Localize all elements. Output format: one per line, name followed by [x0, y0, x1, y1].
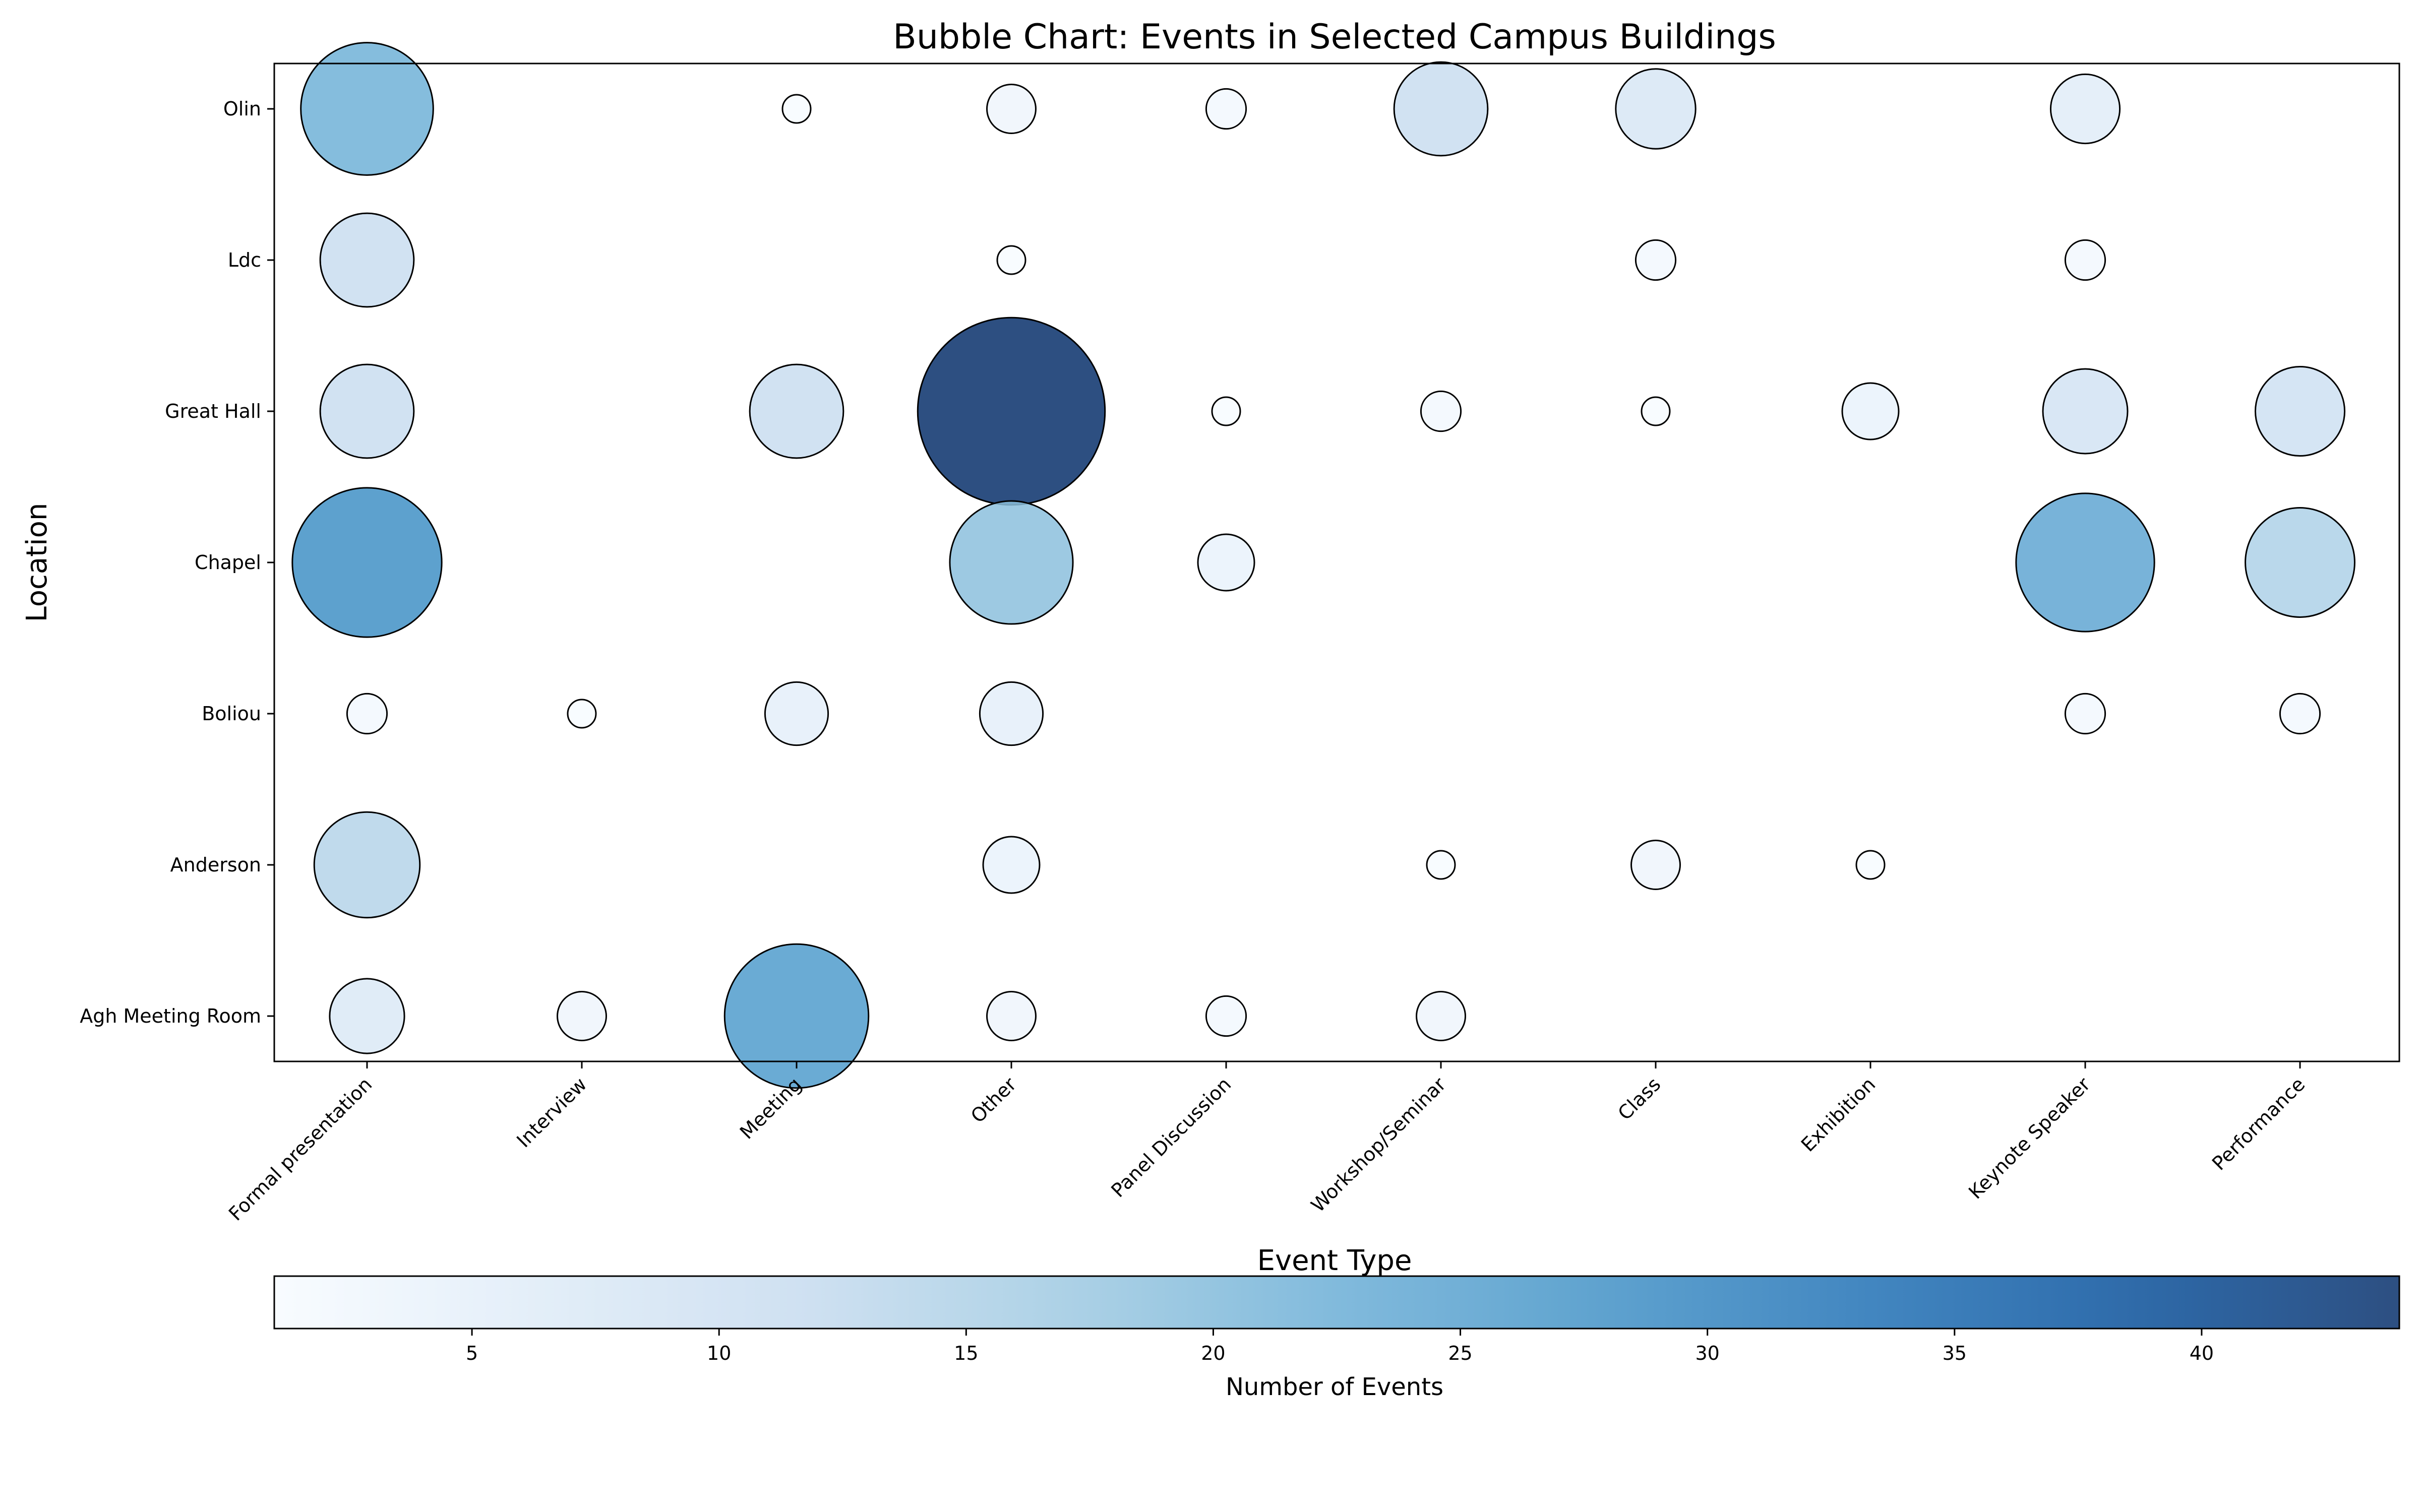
bubble-great-hall-other [917, 317, 1106, 506]
bubble-great-hall-meeting [749, 363, 844, 459]
bubble-ldc-class [1635, 239, 1677, 281]
bubble-olin-formal-presentation [300, 42, 434, 176]
bubble-anderson-formal-presentation [313, 811, 421, 919]
bubble-great-hall-keynote-speaker [2042, 368, 2129, 455]
bubble-layer [291, 42, 2355, 1089]
bubble-boliou-interview [567, 699, 597, 729]
y-tick-label: Great Hall [165, 400, 261, 422]
colorbar-tick-label: 40 [2190, 1342, 2214, 1364]
bubble-boliou-other [979, 681, 1044, 746]
bubble-chapel-formal-presentation [291, 487, 443, 638]
bubble-boliou-formal-presentation [346, 692, 388, 735]
colorbar-tick-label: 20 [1201, 1342, 1225, 1364]
bubble-agh-meeting-room-formal-presentation [329, 978, 405, 1054]
bubble-agh-meeting-room-panel-discussion [1205, 995, 1247, 1037]
bubble-chapel-panel-discussion [1197, 533, 1255, 592]
bubble-ldc-other [996, 245, 1026, 275]
x-axis-label: Event Type [1257, 1244, 1412, 1277]
colorbar-axis: 5 10 15 20 25 30 35 40 [466, 1329, 2214, 1364]
bubble-chapel-performance [2245, 507, 2355, 618]
colorbar-label: Number of Events [1226, 1373, 1443, 1401]
bubble-olin-other [986, 84, 1037, 134]
bubble-agh-meeting-room-workshop-seminar [1416, 991, 1466, 1041]
colorbar-tick-label: 5 [466, 1342, 478, 1364]
bubble-boliou-meeting [764, 681, 829, 746]
bubble-agh-meeting-room-interview [557, 991, 607, 1041]
bubble-ldc-keynote-speaker [2064, 239, 2106, 281]
colorbar-tick-label: 25 [1448, 1342, 1472, 1364]
bubble-boliou-performance [2279, 692, 2321, 735]
bubble-great-hall-workshop-seminar [1420, 390, 1462, 432]
y-tick-label: Boliou [202, 703, 261, 725]
y-tick-label: Chapel [195, 551, 261, 574]
colorbar-tick-label: 30 [1695, 1342, 1719, 1364]
y-tick-label: Anderson [170, 854, 261, 876]
bubble-olin-meeting [781, 94, 812, 124]
bubble-olin-workshop-seminar [1393, 61, 1489, 157]
bubble-anderson-workshop-seminar [1426, 850, 1456, 880]
bubble-chapel-other [949, 500, 1074, 625]
y-axis: Agh Meeting Room Anderson Boliou Chapel Grea… [80, 98, 274, 1027]
bubble-boliou-keynote-speaker [2064, 692, 2106, 735]
bubble-great-hall-exhibition [1841, 382, 1900, 440]
colorbar-tick-label: 35 [1943, 1342, 1967, 1364]
bubble-anderson-exhibition [1855, 850, 1886, 880]
colorbar [273, 1275, 2400, 1330]
bubble-great-hall-performance [2254, 365, 2346, 457]
colorbar-tick-label: 10 [707, 1342, 731, 1364]
bubble-chapel-keynote-speaker [2015, 492, 2155, 633]
bubble-olin-keynote-speaker [2049, 73, 2121, 145]
y-axis-label: Location [21, 503, 53, 622]
y-tick-label: Agh Meeting Room [80, 1005, 261, 1027]
bubble-anderson-class [1630, 840, 1681, 890]
bubble-ldc-formal-presentation [319, 212, 415, 308]
chart-title: Bubble Chart: Events in Selected Campus … [893, 17, 1776, 57]
bubble-great-hall-formal-presentation [319, 363, 415, 459]
bubble-olin-panel-discussion [1205, 88, 1247, 130]
bubble-great-hall-class [1641, 396, 1671, 426]
y-tick-label: Olin [223, 98, 261, 120]
colorbar-tick-label: 15 [954, 1342, 978, 1364]
bubble-great-hall-panel-discussion [1211, 396, 1241, 426]
bubble-agh-meeting-room-other [986, 991, 1037, 1041]
bubble-agh-meeting-room-meeting [723, 943, 870, 1089]
bubble-anderson-other [982, 836, 1041, 894]
y-tick-label: Ldc [228, 249, 261, 271]
bubble-olin-class [1615, 68, 1697, 150]
